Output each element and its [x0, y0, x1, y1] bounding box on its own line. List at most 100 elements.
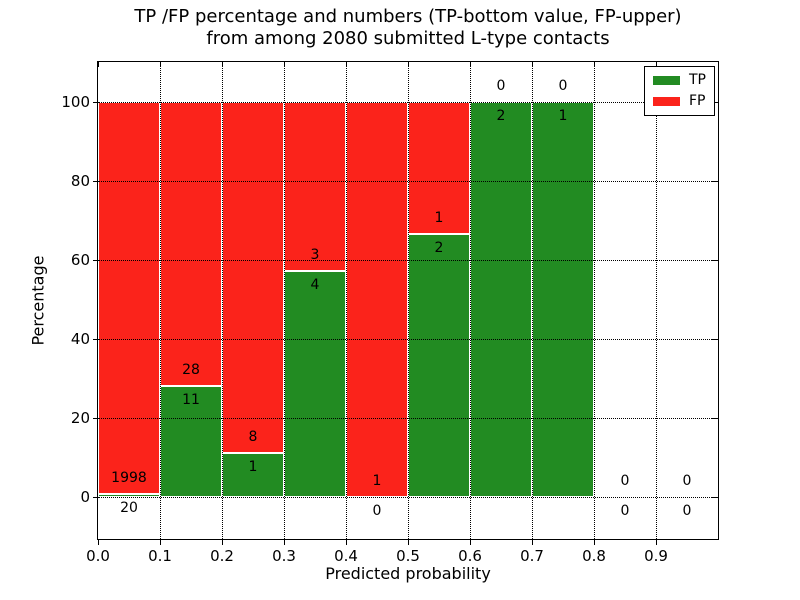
- x-tick-label: 0.9: [644, 547, 668, 565]
- legend-label-fp: FP: [689, 93, 706, 109]
- bar-segment-fp: [346, 101, 408, 498]
- x-tick-label: 0.1: [148, 547, 172, 565]
- x-tick-label: 0.2: [210, 547, 234, 565]
- y-tick-mark-right: [712, 418, 718, 420]
- bar-segment-tp: [408, 233, 470, 498]
- legend-item-tp: TP: [653, 73, 706, 88]
- fp-count-label: 0: [496, 77, 506, 94]
- bar-segment-tp: [160, 385, 222, 498]
- y-tick-mark: [93, 497, 98, 499]
- y-tick-mark-right: [712, 101, 718, 103]
- y-tick-mark: [93, 101, 98, 103]
- v-gridline: [346, 62, 347, 539]
- bar-segment-tp: [284, 271, 346, 498]
- y-tick-mark-right: [712, 259, 718, 261]
- x-tick-mark-top: [594, 62, 595, 67]
- x-tick-label: 0.3: [272, 547, 296, 565]
- x-tick-label: 0.7: [520, 547, 544, 565]
- x-tick-label: 0.8: [582, 547, 606, 565]
- x-tick-mark: [532, 540, 533, 545]
- x-tick-mark-top: [470, 62, 471, 67]
- fp-count-label: 1: [372, 473, 382, 490]
- y-tick-label: 80: [70, 171, 90, 190]
- fp-count-label: 28: [182, 361, 200, 378]
- x-tick-mark: [284, 540, 285, 545]
- y-tick-mark-right: [712, 180, 718, 182]
- v-gridline: [470, 62, 471, 539]
- x-axis-label: Predicted probability: [325, 564, 491, 583]
- y-tick-label: 20: [70, 409, 90, 428]
- x-tick-mark-top: [408, 62, 409, 67]
- y-tick-mark-right: [712, 339, 718, 341]
- y-tick-label: 40: [70, 330, 90, 349]
- bar-segment-fp: [284, 101, 346, 272]
- legend-swatch-tp: [653, 76, 680, 85]
- fp-count-label: 1998: [111, 469, 147, 486]
- x-tick-label: 0.4: [334, 547, 358, 565]
- bar-segment-fp: [222, 101, 284, 454]
- fp-count-label: 0: [558, 77, 568, 94]
- x-tick-mark: [346, 540, 347, 545]
- legend-label-tp: TP: [689, 72, 706, 88]
- y-tick-mark: [93, 180, 98, 182]
- x-tick-mark-top: [656, 62, 657, 67]
- y-tick-label: 60: [70, 250, 90, 269]
- y-tick-label: 0: [80, 488, 90, 507]
- bar-segment-fp: [98, 101, 160, 494]
- x-tick-mark: [656, 540, 657, 545]
- tp-count-label: 0: [620, 503, 630, 520]
- x-tick-mark-top: [98, 62, 99, 67]
- x-tick-label: 0.0: [86, 547, 110, 565]
- chart-title-line1: TP /FP percentage and numbers (TP-bottom…: [134, 6, 682, 27]
- tp-count-label: 20: [120, 499, 138, 516]
- x-tick-mark-top: [532, 62, 533, 67]
- y-tick-mark: [93, 259, 98, 261]
- x-tick-mark: [98, 540, 99, 545]
- x-tick-mark: [160, 540, 161, 545]
- fp-count-label: 3: [310, 247, 320, 264]
- legend: TP FP: [644, 66, 715, 116]
- x-tick-mark: [470, 540, 471, 545]
- bar-segment-tp: [470, 101, 532, 498]
- fp-count-label: 8: [248, 429, 258, 446]
- chart-title: TP /FP percentage and numbers (TP-bottom…: [17, 6, 799, 50]
- v-gridline: [222, 62, 223, 539]
- fp-count-label: 0: [682, 473, 692, 490]
- v-gridline: [284, 62, 285, 539]
- x-tick-mark-top: [346, 62, 347, 67]
- bar-segment-tp: [98, 493, 160, 498]
- x-tick-mark: [408, 540, 409, 545]
- legend-swatch-fp: [653, 97, 680, 106]
- plot-area: TP FP 1998 20 28 11 8 1 3 4 1 0 1 2 0 2 0 1 0 0 0 0 0 20 40 60 80…: [61, 61, 719, 565]
- tp-count-label: 2: [496, 107, 506, 124]
- tp-count-label: 0: [682, 503, 692, 520]
- x-tick-mark-top: [160, 62, 161, 67]
- bar-segment-fp: [160, 101, 222, 386]
- bar-segment-tp: [532, 101, 594, 498]
- tp-count-label: 1: [558, 107, 568, 124]
- x-tick-label: 0.5: [396, 547, 420, 565]
- v-gridline: [532, 62, 533, 539]
- v-gridline: [656, 62, 657, 539]
- x-tick-mark: [222, 540, 223, 545]
- x-tick-mark-top: [222, 62, 223, 67]
- x-tick-mark: [594, 540, 595, 545]
- v-gridline: [408, 62, 409, 539]
- tp-count-label: 2: [434, 239, 444, 256]
- v-gridline: [594, 62, 595, 539]
- y-axis-label: Percentage: [28, 255, 48, 346]
- chart-title-line2: from among 2080 submitted L-type contact…: [206, 28, 610, 49]
- x-tick-mark-top: [284, 62, 285, 67]
- tp-count-label: 4: [310, 277, 320, 294]
- v-gridline: [160, 62, 161, 539]
- y-tick-mark: [93, 339, 98, 341]
- y-tick-mark-right: [712, 497, 718, 499]
- y-tick-mark: [93, 418, 98, 420]
- tp-count-label: 1: [248, 459, 258, 476]
- fp-count-label: 0: [620, 473, 630, 490]
- tp-count-label: 11: [182, 391, 200, 408]
- tp-count-label: 0: [372, 503, 382, 520]
- legend-item-fp: FP: [653, 94, 706, 109]
- y-tick-label: 100: [61, 92, 90, 111]
